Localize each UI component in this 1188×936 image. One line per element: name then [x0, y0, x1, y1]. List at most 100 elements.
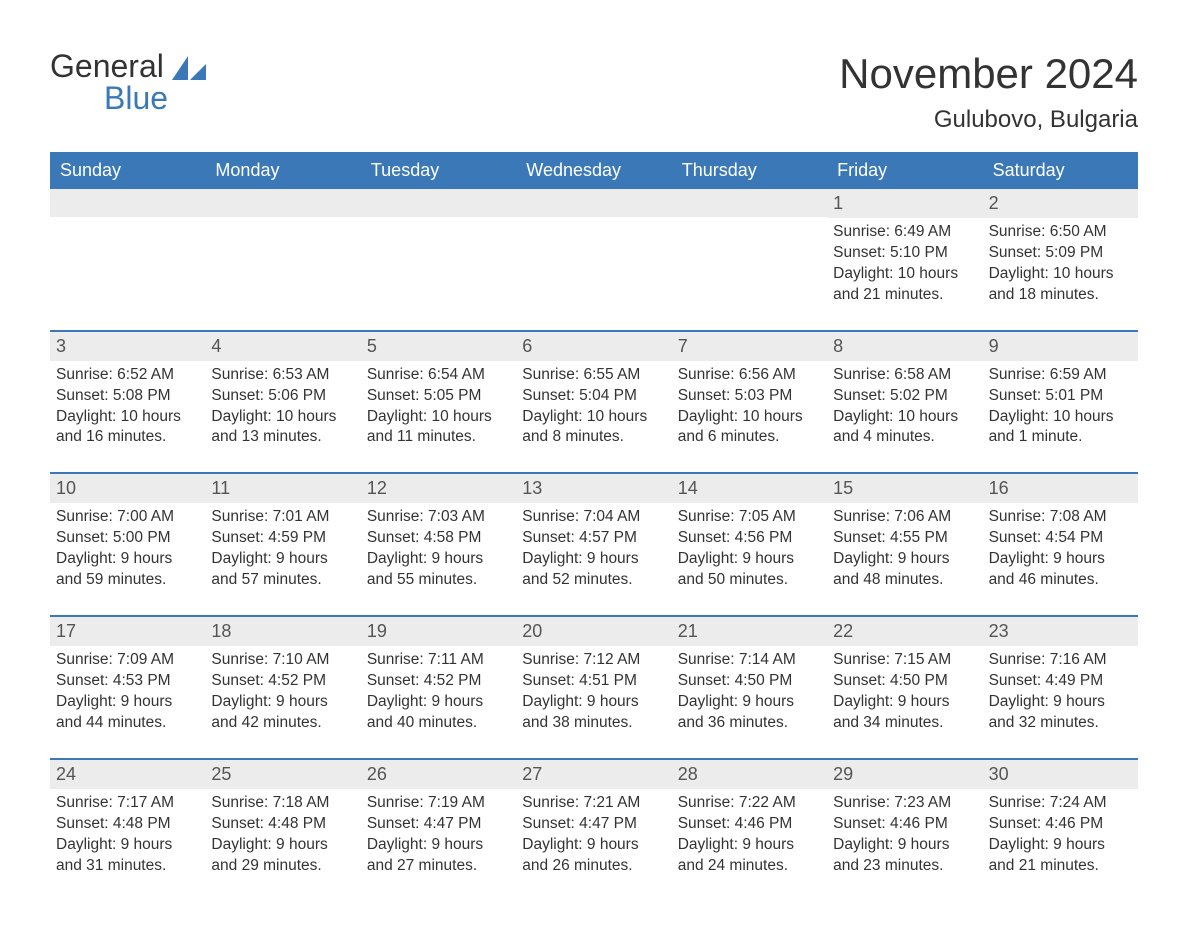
- day-cell: 8 Sunrise: 6:58 AMSunset: 5:02 PMDaylight…: [827, 332, 982, 459]
- daylight-line: Daylight: 9 hours and 23 minutes.: [833, 835, 976, 877]
- sunset-line: Sunset: 4:58 PM: [367, 528, 510, 549]
- day-info: Sunrise: 7:06 AMSunset: 4:55 PMDaylight:…: [833, 507, 976, 591]
- sunset-line: Sunset: 5:04 PM: [522, 386, 665, 407]
- day-number: 16: [983, 474, 1138, 503]
- sunset-line: Sunset: 4:59 PM: [211, 528, 354, 549]
- day-number: 8: [827, 332, 982, 361]
- weekday-header-row: SundayMondayTuesdayWednesdayThursdayFrid…: [50, 152, 1138, 189]
- sunset-line: Sunset: 4:55 PM: [833, 528, 976, 549]
- day-info: Sunrise: 7:10 AMSunset: 4:52 PMDaylight:…: [211, 650, 354, 734]
- day-cell: 25 Sunrise: 7:18 AMSunset: 4:48 PMDayligh…: [205, 760, 360, 887]
- day-cell: 19Sunrise: 7:11 AMSunset: 4:52 PMDayligh…: [361, 617, 516, 744]
- title-block: November 2024 Gulubovo, Bulgaria: [839, 50, 1138, 134]
- day-number: [516, 189, 671, 217]
- day-number: 25: [205, 760, 360, 789]
- daylight-line: Daylight: 9 hours and 57 minutes.: [211, 549, 354, 591]
- logo-word1: General: [50, 48, 164, 84]
- daylight-line: Daylight: 9 hours and 21 minutes.: [989, 835, 1132, 877]
- sunrise-line: Sunrise: 6:50 AM: [989, 222, 1132, 243]
- sunrise-line: Sunrise: 7:17 AM: [56, 793, 199, 814]
- day-cell: 27Sunrise: 7:21 AMSunset: 4:47 PMDayligh…: [516, 760, 671, 887]
- sunset-line: Sunset: 4:56 PM: [678, 528, 821, 549]
- daylight-line: Daylight: 9 hours and 55 minutes.: [367, 549, 510, 591]
- daylight-line: Daylight: 10 hours and 8 minutes.: [522, 407, 665, 449]
- daylight-line: Daylight: 9 hours and 24 minutes.: [678, 835, 821, 877]
- day-number: 7: [672, 332, 827, 361]
- day-cell: 20Sunrise: 7:12 AMSunset: 4:51 PMDayligh…: [516, 617, 671, 744]
- day-number: 12: [361, 474, 516, 503]
- day-cell: 2Sunrise: 6:50 AMSunset: 5:09 PMDaylight…: [983, 189, 1138, 316]
- day-number: 24: [50, 760, 205, 789]
- day-cell: 26Sunrise: 7:19 AMSunset: 4:47 PMDayligh…: [361, 760, 516, 887]
- daylight-line: Daylight: 9 hours and 34 minutes.: [833, 692, 976, 734]
- sunrise-line: Sunrise: 6:58 AM: [833, 365, 976, 386]
- sunset-line: Sunset: 5:01 PM: [989, 386, 1132, 407]
- day-info: Sunrise: 6:55 AMSunset: 5:04 PMDaylight:…: [522, 365, 665, 449]
- daylight-line: Daylight: 9 hours and 44 minutes.: [56, 692, 199, 734]
- day-cell: 30Sunrise: 7:24 AMSunset: 4:46 PMDayligh…: [983, 760, 1138, 887]
- sunset-line: Sunset: 5:03 PM: [678, 386, 821, 407]
- sunset-line: Sunset: 4:49 PM: [989, 671, 1132, 692]
- sunset-line: Sunset: 4:48 PM: [211, 814, 354, 835]
- day-number: 1: [827, 189, 982, 218]
- day-info: Sunrise: 7:03 AMSunset: 4:58 PMDaylight:…: [367, 507, 510, 591]
- logo-sail-icon: [172, 54, 206, 80]
- sunset-line: Sunset: 4:47 PM: [522, 814, 665, 835]
- day-cell: 17Sunrise: 7:09 AMSunset: 4:53 PMDayligh…: [50, 617, 205, 744]
- sunrise-line: Sunrise: 7:19 AM: [367, 793, 510, 814]
- day-cell: [672, 189, 827, 316]
- sunset-line: Sunset: 5:06 PM: [211, 386, 354, 407]
- sunset-line: Sunset: 4:57 PM: [522, 528, 665, 549]
- day-info: Sunrise: 7:21 AMSunset: 4:47 PMDaylight:…: [522, 793, 665, 877]
- sunset-line: Sunset: 5:09 PM: [989, 243, 1132, 264]
- daylight-line: Daylight: 10 hours and 16 minutes.: [56, 407, 199, 449]
- daylight-line: Daylight: 9 hours and 31 minutes.: [56, 835, 199, 877]
- day-info: Sunrise: 6:50 AMSunset: 5:09 PMDaylight:…: [989, 222, 1132, 306]
- sunrise-line: Sunrise: 7:15 AM: [833, 650, 976, 671]
- day-number: 29: [827, 760, 982, 789]
- daylight-line: Daylight: 10 hours and 6 minutes.: [678, 407, 821, 449]
- day-cell: 6Sunrise: 6:55 AMSunset: 5:04 PMDaylight…: [516, 332, 671, 459]
- day-number: 4: [205, 332, 360, 361]
- day-info: Sunrise: 6:49 AMSunset: 5:10 PMDaylight:…: [833, 222, 976, 306]
- day-info: Sunrise: 7:01 AMSunset: 4:59 PMDaylight:…: [211, 507, 354, 591]
- sunset-line: Sunset: 5:08 PM: [56, 386, 199, 407]
- sunset-line: Sunset: 4:53 PM: [56, 671, 199, 692]
- day-cell: 14Sunrise: 7:05 AMSunset: 4:56 PMDayligh…: [672, 474, 827, 601]
- day-number: [205, 189, 360, 217]
- day-number: 26: [361, 760, 516, 789]
- week-row: 24Sunrise: 7:17 AMSunset: 4:48 PMDayligh…: [50, 758, 1138, 887]
- daylight-line: Daylight: 10 hours and 4 minutes.: [833, 407, 976, 449]
- day-number: 17: [50, 617, 205, 646]
- sunset-line: Sunset: 5:10 PM: [833, 243, 976, 264]
- day-cell: 16Sunrise: 7:08 AMSunset: 4:54 PMDayligh…: [983, 474, 1138, 601]
- sunrise-line: Sunrise: 6:56 AM: [678, 365, 821, 386]
- sunset-line: Sunset: 4:50 PM: [833, 671, 976, 692]
- day-info: Sunrise: 6:53 AMSunset: 5:06 PMDaylight:…: [211, 365, 354, 449]
- sunset-line: Sunset: 5:00 PM: [56, 528, 199, 549]
- day-number: 20: [516, 617, 671, 646]
- sunset-line: Sunset: 4:54 PM: [989, 528, 1132, 549]
- day-info: Sunrise: 7:18 AMSunset: 4:48 PMDaylight:…: [211, 793, 354, 877]
- logo: General Blue: [50, 50, 206, 114]
- day-info: Sunrise: 6:59 AMSunset: 5:01 PMDaylight:…: [989, 365, 1132, 449]
- weekday-header-cell: Thursday: [672, 152, 827, 189]
- day-number: 22: [827, 617, 982, 646]
- sunrise-line: Sunrise: 7:24 AM: [989, 793, 1132, 814]
- sunset-line: Sunset: 5:02 PM: [833, 386, 976, 407]
- weeks-container: 1Sunrise: 6:49 AMSunset: 5:10 PMDaylight…: [50, 189, 1138, 886]
- sunrise-line: Sunrise: 7:14 AM: [678, 650, 821, 671]
- sunrise-line: Sunrise: 7:11 AM: [367, 650, 510, 671]
- calendar: SundayMondayTuesdayWednesdayThursdayFrid…: [50, 152, 1138, 886]
- day-number: 10: [50, 474, 205, 503]
- sunrise-line: Sunrise: 7:06 AM: [833, 507, 976, 528]
- day-cell: 11Sunrise: 7:01 AMSunset: 4:59 PMDayligh…: [205, 474, 360, 601]
- day-cell: 3Sunrise: 6:52 AMSunset: 5:08 PMDaylight…: [50, 332, 205, 459]
- sunrise-line: Sunrise: 6:49 AM: [833, 222, 976, 243]
- logo-word2: Blue: [104, 80, 168, 116]
- day-number: [361, 189, 516, 217]
- header: General Blue November 2024 Gulubovo, Bul…: [50, 50, 1138, 134]
- day-info: Sunrise: 7:24 AMSunset: 4:46 PMDaylight:…: [989, 793, 1132, 877]
- sunset-line: Sunset: 4:48 PM: [56, 814, 199, 835]
- day-cell: [516, 189, 671, 316]
